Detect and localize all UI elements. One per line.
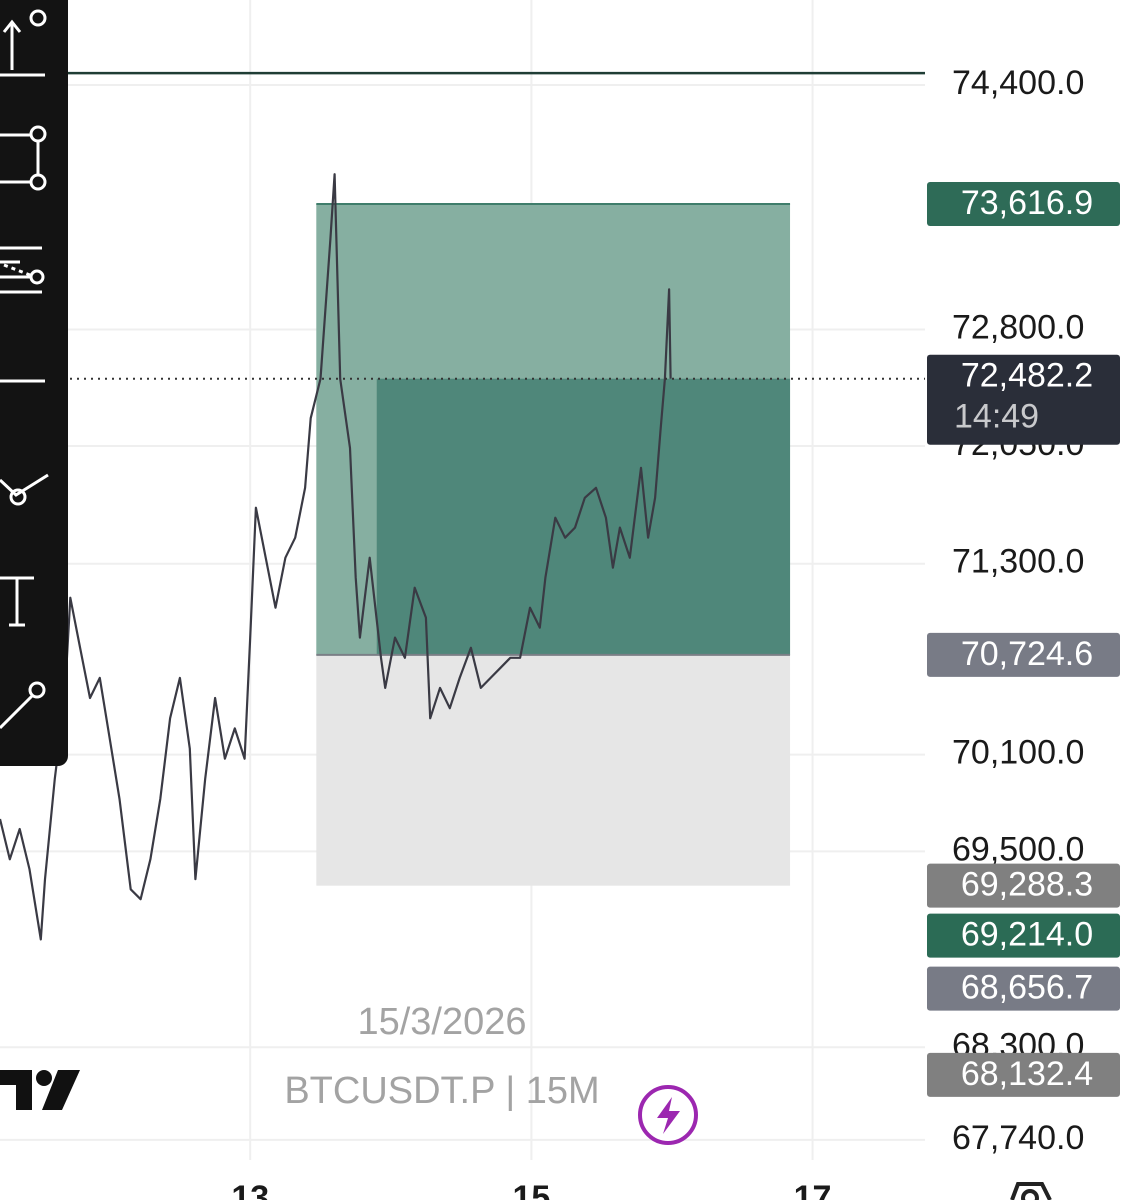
price-tag	[927, 913, 1120, 958]
y-tick-label: 67,740.0	[952, 1119, 1084, 1157]
price-tag-label: 70,724.6	[961, 635, 1093, 673]
price-tag	[927, 1052, 1120, 1097]
watermark-symbol: BTCUSDT.P | 15M	[284, 1070, 599, 1112]
tool-long-position[interactable]	[0, 9, 47, 77]
price-tag	[927, 181, 1120, 226]
price-tag-label: 73,616.9	[961, 184, 1093, 222]
price-tag-label: 69,288.3	[961, 866, 1093, 904]
x-tick-label: 13	[231, 1179, 269, 1200]
watermark-date: 15/3/2026	[357, 1001, 526, 1043]
price-tag-label: 68,132.4	[961, 1055, 1093, 1093]
settings-icon[interactable]	[1010, 1182, 1052, 1200]
logo	[0, 1070, 80, 1110]
toolbar	[0, 0, 68, 766]
price-tag	[927, 863, 1120, 908]
price-line	[0, 173, 672, 941]
tool-rectangle[interactable]	[0, 125, 47, 191]
stop-zone	[316, 654, 791, 886]
x-tick-label: 17	[794, 1179, 832, 1200]
tool-text[interactable]	[0, 576, 34, 627]
data-layer	[0, 173, 925, 941]
y-tick-label: 69,500.0	[952, 830, 1084, 868]
tool-fib[interactable]	[0, 246, 45, 294]
price-countdown: 14:49	[954, 398, 1039, 436]
price-tag-label: 69,214.0	[961, 916, 1093, 954]
y-tick-label: 74,400.0	[952, 64, 1084, 102]
x-tick-label: 15	[512, 1179, 550, 1200]
price-tag-label: 68,656.7	[961, 969, 1093, 1007]
price-tag-label: 72,482.2	[961, 357, 1093, 395]
price-tag	[927, 632, 1120, 677]
progress-zone	[376, 378, 791, 655]
y-tick-label: 71,300.0	[952, 543, 1084, 581]
y-tick-label: 72,800.0	[952, 308, 1084, 346]
price-tag	[927, 354, 1120, 445]
position-layer	[0, 71, 925, 886]
tool-path[interactable]	[0, 473, 49, 506]
tool-trend-line[interactable]	[0, 681, 46, 730]
price-tag-layer: 73,616.972,482.214:4970,724.669,288.369,…	[927, 181, 1120, 1097]
lightning-button[interactable]	[638, 1085, 698, 1145]
price-tag	[927, 966, 1120, 1011]
y-tick-label: 70,100.0	[952, 734, 1084, 772]
